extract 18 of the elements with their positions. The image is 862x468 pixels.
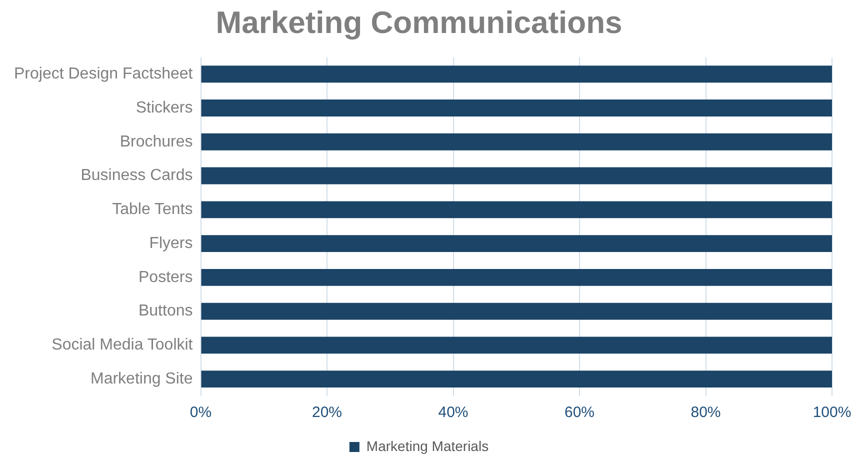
y-tick-label: Stickers	[136, 99, 193, 116]
x-tick-label: 80%	[690, 404, 721, 422]
y-tick-label: Flyers	[149, 234, 193, 252]
y-tick-label: Project Design Factsheet	[14, 66, 194, 83]
y-tick-label: Posters	[138, 268, 193, 286]
y-tick-label: Buttons	[138, 302, 193, 320]
y-tick-label: Business Cards	[80, 167, 193, 184]
x-tick-label: 100%	[812, 404, 852, 422]
y-tick-label: Marketing Site	[90, 370, 193, 388]
legend-label: Marketing Materials	[366, 438, 489, 454]
x-tick-label: 40%	[438, 404, 468, 422]
y-tick-label: Brochures	[120, 133, 193, 150]
y-tick-label: Social Media Toolkit	[52, 336, 194, 354]
y-tick-label: Table Tents	[112, 201, 193, 218]
x-tick-label: 0%	[190, 404, 212, 422]
x-tick-label: 20%	[312, 404, 342, 422]
x-tick-label: 60%	[564, 404, 595, 422]
chart-title: Marketing Communications	[216, 5, 622, 40]
